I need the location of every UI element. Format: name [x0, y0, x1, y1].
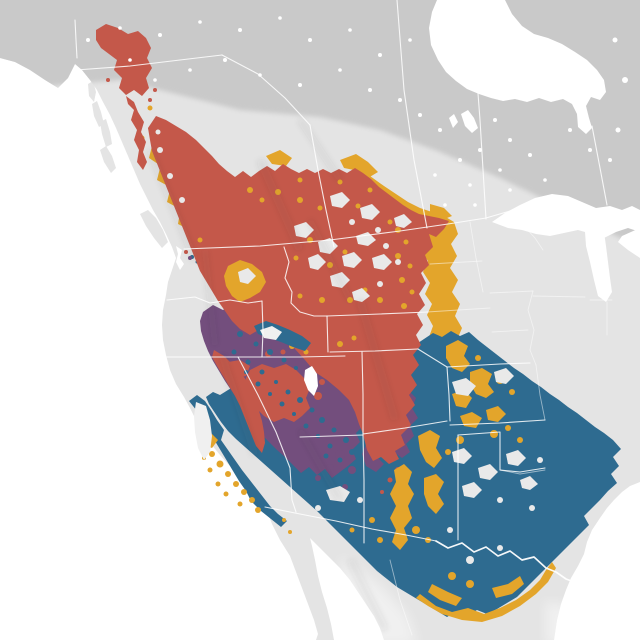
migration-east-fringe [352, 166, 462, 345]
migration-plains-patch [470, 368, 494, 398]
migration-mexico-fringe [416, 562, 556, 622]
mn-ia-border [489, 290, 534, 294]
ne-ia-missouri-river [527, 290, 537, 366]
or-ca-nv-border [166, 355, 346, 358]
hudson-bay [429, 0, 606, 134]
mo-west-border [535, 364, 546, 421]
breeding-main-mass [148, 116, 449, 464]
ontario-quebec-border [591, 125, 608, 206]
nd-sd-border [429, 260, 483, 265]
bc-alberta-border [309, 124, 335, 248]
water-bodies [86, 0, 640, 396]
wi-il-border [532, 295, 586, 298]
political-borders [74, 0, 613, 636]
yukon-bc-border [75, 54, 223, 71]
vancouver-island [140, 210, 168, 248]
coastal-island [100, 119, 112, 147]
wa-or-border [166, 296, 263, 304]
migration-new-mexico-strip [390, 464, 414, 550]
or-id-border [261, 300, 264, 358]
rio-grande-river [435, 540, 578, 584]
migration-cap [266, 150, 292, 166]
hillshade-ridges [146, 118, 399, 632]
co-ne-border [417, 348, 531, 368]
puget-colored-specks [188, 237, 203, 260]
co-nm-border [362, 420, 448, 435]
bc-nwt-border [221, 54, 311, 126]
breeding-northwest-blob [96, 24, 152, 96]
mt-wy-border [326, 311, 429, 317]
co-ks-border [446, 366, 451, 422]
puget-sound [176, 246, 184, 270]
coastal-island [88, 81, 96, 102]
great-salt-lake [304, 366, 318, 396]
ut-az-border [299, 434, 364, 438]
tx-ok-red-river [499, 469, 546, 475]
migration-new-mexico-patch [418, 430, 442, 468]
lake-winnipeg [461, 110, 478, 133]
ia-mo-border [491, 329, 529, 333]
central-valley-gap [194, 402, 212, 460]
migration-mexico-patch [492, 576, 524, 598]
alaska-yukon-border [74, 19, 78, 59]
id-mt-border [283, 246, 328, 317]
coastal-island [92, 101, 104, 127]
breeding-nevada-patch [246, 364, 310, 422]
wy-co-border [329, 348, 419, 353]
us-mexico-border [264, 506, 437, 542]
nonbreeding-california-coast-arm [189, 395, 287, 527]
lake-superior [492, 194, 640, 238]
migration-plains-patch [446, 340, 470, 372]
breeding-tahoe-bulge [228, 360, 250, 378]
migration-new-mexico-patch [424, 474, 444, 514]
migration-plains-patch [486, 406, 506, 422]
us-canada-border [183, 204, 527, 250]
sd-ne-border [426, 307, 491, 313]
breeding-northwest-tail [126, 96, 147, 170]
az-nm-border [362, 434, 365, 544]
lake-michigan [585, 228, 612, 302]
lake-huron [618, 228, 640, 258]
wy-ut-border [326, 315, 329, 353]
sonora-chihuahua-border [389, 559, 413, 636]
migration-cap [430, 204, 452, 220]
ut-co-border [361, 351, 364, 435]
lake-winnipegosis [449, 114, 458, 128]
migration-mexico-patch [428, 584, 462, 606]
mn-west-border [469, 221, 484, 293]
ca-nv-diagonal-border [237, 356, 297, 513]
ks-ok-border [449, 419, 546, 426]
alberta-saskatchewan-border [396, 0, 428, 229]
migration-cap [340, 154, 378, 178]
haida-gwaii-island [100, 146, 116, 173]
